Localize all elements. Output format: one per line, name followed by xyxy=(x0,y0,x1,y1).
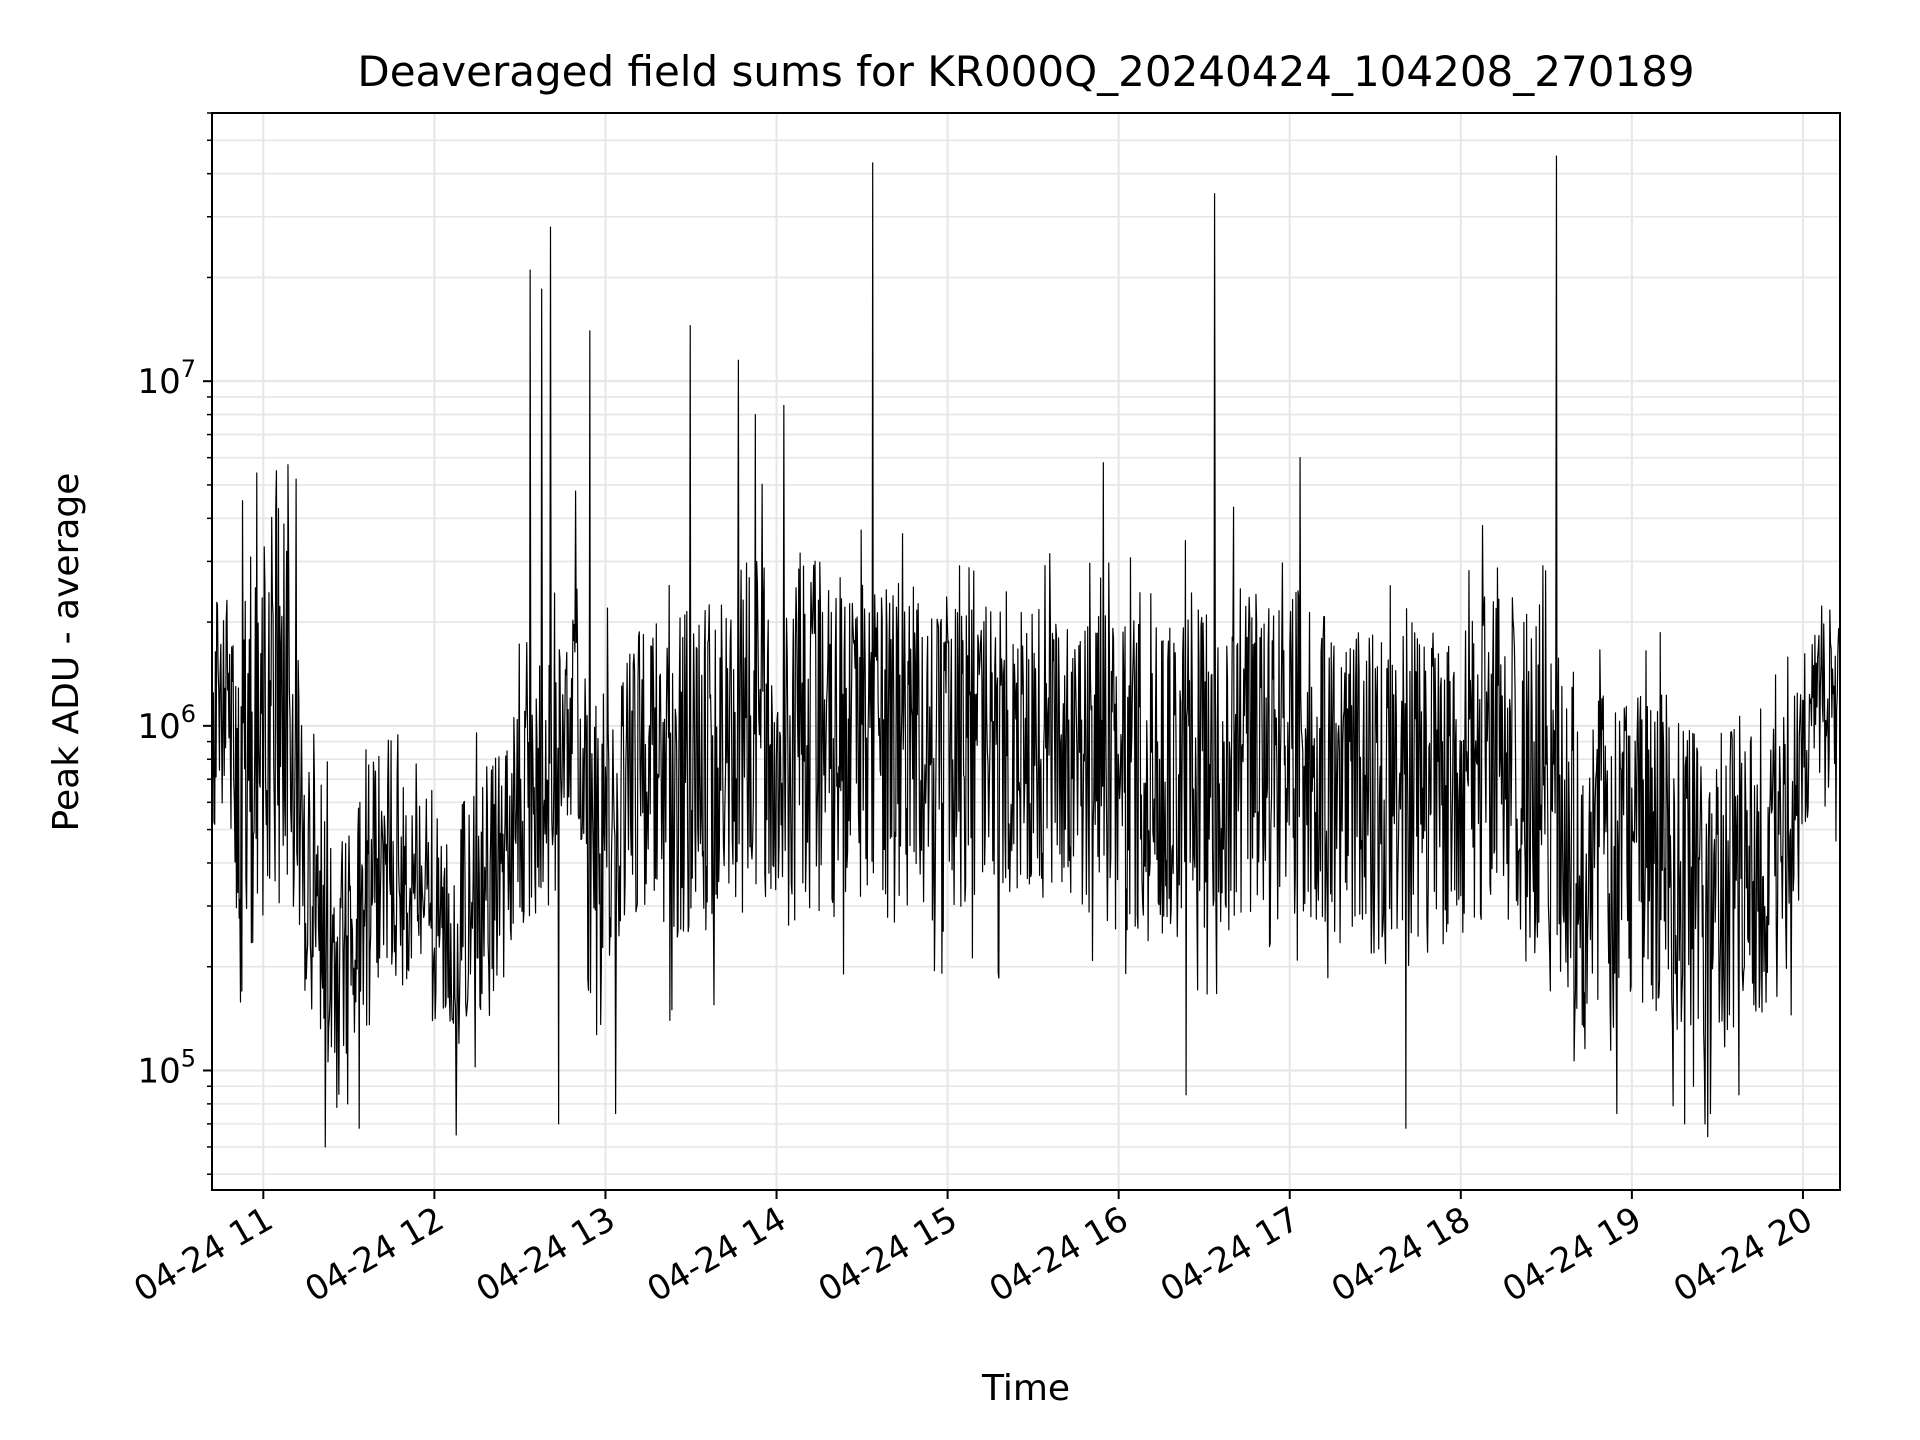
y-tick-exponent: 5 xyxy=(181,1044,196,1072)
y-tick-label: 107 xyxy=(137,355,196,402)
y-tick-exponent: 7 xyxy=(181,355,196,383)
y-tick-label: 106 xyxy=(137,700,196,747)
chart-title: Deaveraged field sums for KR000Q_2024042… xyxy=(357,47,1694,96)
y-tick-base: 10 xyxy=(137,1051,180,1091)
data-series-line xyxy=(211,155,1841,1148)
peak-adu-series xyxy=(211,155,1841,1148)
x-axis-label: Time xyxy=(981,1368,1070,1409)
y-tick-label: 105 xyxy=(137,1044,196,1091)
y-tick-base: 10 xyxy=(137,707,180,747)
y-tick-base: 10 xyxy=(137,362,180,402)
plot-frame xyxy=(211,112,1841,1191)
y-axis-label: Peak ADU - average xyxy=(46,473,87,832)
y-tick-exponent: 6 xyxy=(181,700,196,728)
